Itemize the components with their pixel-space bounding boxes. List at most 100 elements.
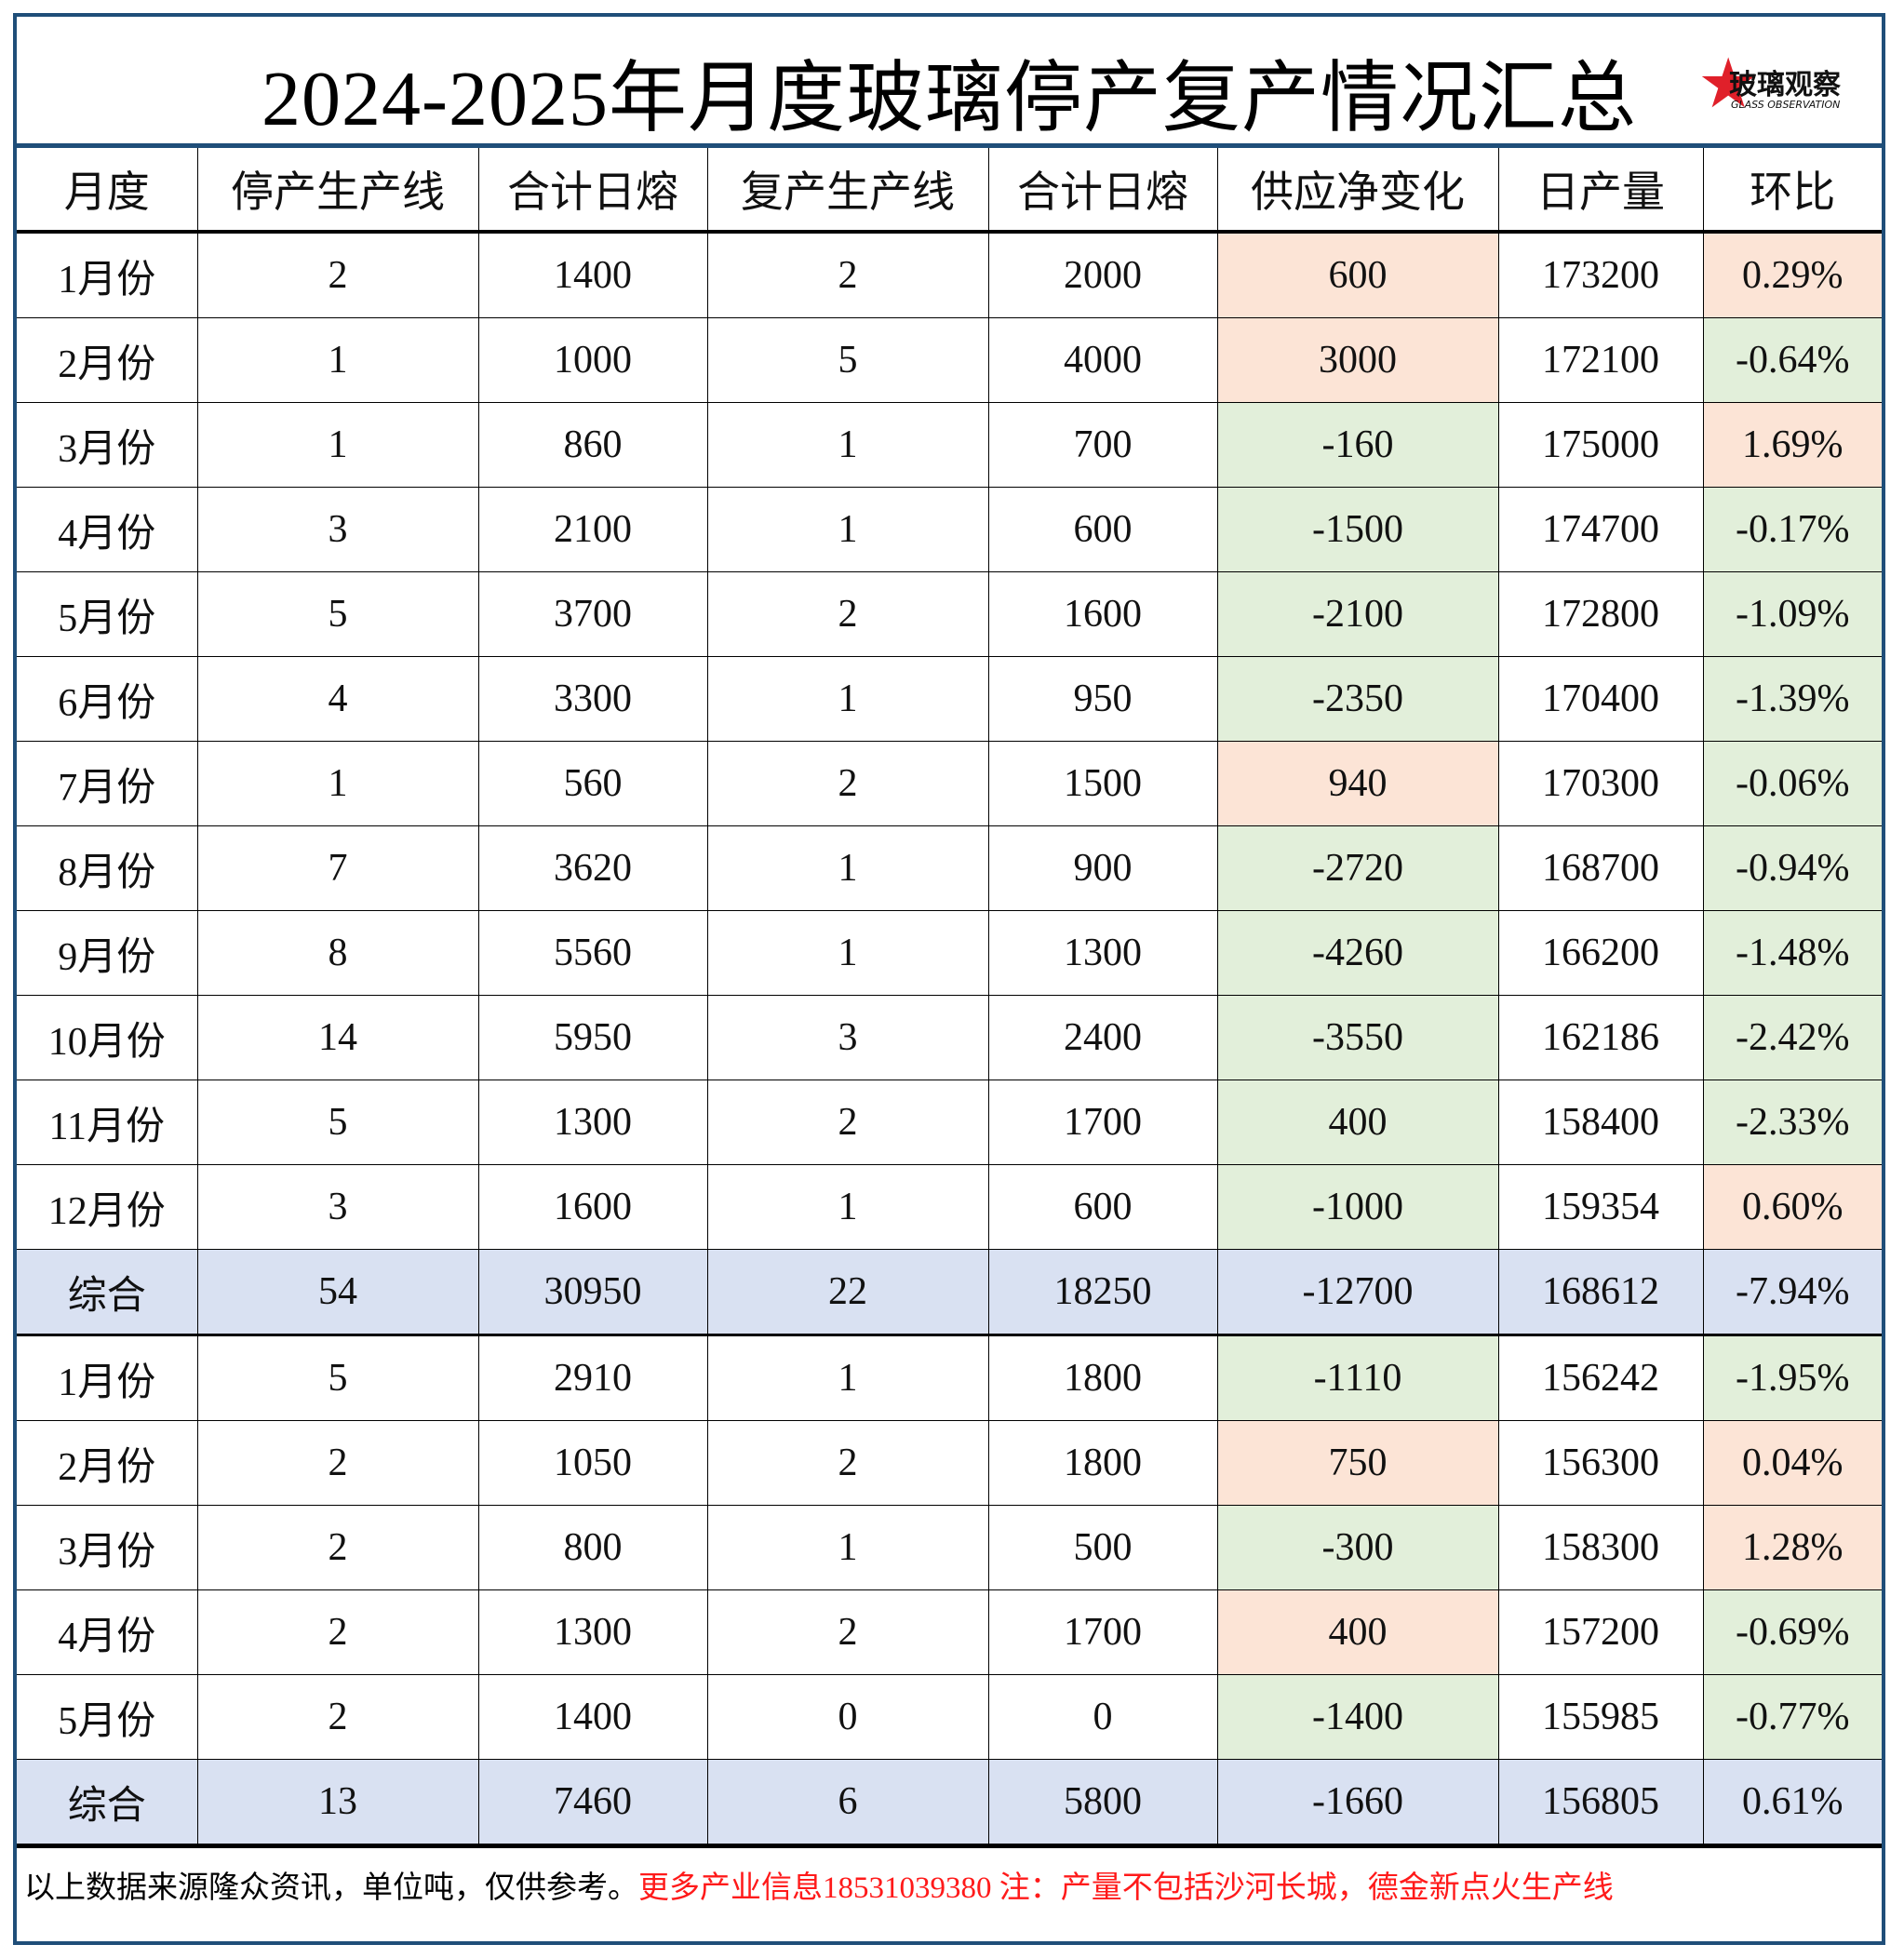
- header-month: 月度: [17, 148, 198, 234]
- table-row: 10月份 14 5950 3 2400 -3550 162186 -2.42%: [17, 995, 1882, 1080]
- cell-resumed-lines: 0: [706, 1674, 989, 1760]
- cell-halted-capacity: 30950: [477, 1249, 708, 1335]
- table-row: 1月份 5 2910 1 1800 -1110 156242 -1.95%: [17, 1334, 1882, 1421]
- table-body: 1月份 2 1400 2 2000 600 173200 0.29% 2月份 1 1000 5 4000…: [17, 231, 1882, 1845]
- cell-halted-capacity: 3620: [477, 825, 708, 911]
- cell-resumed-lines: 1: [706, 825, 989, 911]
- cell-halted-capacity: 5560: [477, 910, 708, 996]
- cell-daily-output: 155985: [1497, 1674, 1704, 1760]
- cell-daily-output: 162186: [1497, 995, 1704, 1080]
- cell-mom-change: -0.77%: [1702, 1674, 1882, 1760]
- cell-mom-change: -0.06%: [1702, 741, 1882, 826]
- cell-mom-change: -7.94%: [1702, 1249, 1882, 1335]
- cell-resumed-lines: 6: [706, 1759, 989, 1845]
- cell-resumed-capacity: 1800: [987, 1420, 1218, 1506]
- contact-note: 更多产业信息18531039380 注：产量不包括沙河长城，德金新点火生产线: [638, 1871, 1614, 1905]
- cell-halted-capacity: 1400: [477, 231, 708, 318]
- red-star-icon: ★: [1697, 47, 1760, 123]
- cell-halted-lines: 2: [196, 1420, 479, 1506]
- cell-resumed-capacity: 1700: [987, 1080, 1218, 1165]
- cell-resumed-lines: 2: [706, 231, 989, 318]
- cell-resumed-lines: 1: [706, 1334, 989, 1421]
- cell-halted-lines: 3: [196, 1164, 479, 1250]
- logo-text-en: GLASS OBSERVATION: [1731, 99, 1841, 111]
- cell-net-supply-change: -2350: [1216, 656, 1499, 742]
- title-row: 2024-2025年月度玻璃停产复产情况汇总 ★ 玻璃观察 GLASS OBSE…: [17, 17, 1882, 148]
- table-row: 3月份 2 800 1 500 -300 158300 1.28%: [17, 1505, 1882, 1590]
- cell-mom-change: -0.94%: [1702, 825, 1882, 911]
- cell-net-supply-change: 940: [1216, 741, 1499, 826]
- cell-daily-output: 156300: [1497, 1420, 1704, 1506]
- cell-month: 综合: [17, 1759, 198, 1845]
- cell-daily-output: 157200: [1497, 1589, 1704, 1675]
- cell-mom-change: -1.48%: [1702, 910, 1882, 996]
- cell-resumed-capacity: 700: [987, 402, 1218, 488]
- cell-daily-output: 159354: [1497, 1164, 1704, 1250]
- cell-mom-change: 1.69%: [1702, 402, 1882, 488]
- cell-net-supply-change: -2720: [1216, 825, 1499, 911]
- cell-mom-change: -0.64%: [1702, 317, 1882, 403]
- cell-net-supply-change: -4260: [1216, 910, 1499, 996]
- cell-resumed-lines: 2: [706, 1080, 989, 1165]
- cell-daily-output: 172800: [1497, 571, 1704, 657]
- cell-resumed-lines: 22: [706, 1249, 989, 1335]
- cell-daily-output: 156805: [1497, 1759, 1704, 1845]
- cell-net-supply-change: -1000: [1216, 1164, 1499, 1250]
- cell-net-supply-change: 600: [1216, 231, 1499, 318]
- cell-month: 5月份: [17, 1674, 198, 1760]
- table-row: 3月份 1 860 1 700 -160 175000 1.69%: [17, 402, 1882, 488]
- cell-resumed-lines: 2: [706, 741, 989, 826]
- cell-resumed-lines: 1: [706, 402, 989, 488]
- cell-month: 3月份: [17, 402, 198, 488]
- cell-resumed-capacity: 0: [987, 1674, 1218, 1760]
- cell-resumed-lines: 1: [706, 487, 989, 572]
- cell-halted-capacity: 860: [477, 402, 708, 488]
- cell-daily-output: 168612: [1497, 1249, 1704, 1335]
- cell-halted-lines: 2: [196, 231, 479, 318]
- cell-daily-output: 158300: [1497, 1505, 1704, 1590]
- cell-net-supply-change: -1660: [1216, 1759, 1499, 1845]
- cell-net-supply-change: -1500: [1216, 487, 1499, 572]
- cell-month: 5月份: [17, 571, 198, 657]
- table-header-row: 月度 停产生产线 合计日熔 复产生产线 合计日熔 供应净变化 日产量 环比: [17, 148, 1882, 234]
- cell-resumed-capacity: 900: [987, 825, 1218, 911]
- cell-net-supply-change: -12700: [1216, 1249, 1499, 1335]
- cell-net-supply-change: 400: [1216, 1080, 1499, 1165]
- cell-daily-output: 173200: [1497, 231, 1704, 318]
- cell-resumed-capacity: 18250: [987, 1249, 1218, 1335]
- cell-daily-output: 174700: [1497, 487, 1704, 572]
- cell-resumed-capacity: 5800: [987, 1759, 1218, 1845]
- cell-mom-change: 1.28%: [1702, 1505, 1882, 1590]
- cell-net-supply-change: -1110: [1216, 1334, 1499, 1421]
- cell-month: 4月份: [17, 487, 198, 572]
- header-mom-change: 环比: [1702, 148, 1882, 234]
- cell-halted-capacity: 1600: [477, 1164, 708, 1250]
- cell-halted-capacity: 3300: [477, 656, 708, 742]
- cell-mom-change: 0.29%: [1702, 231, 1882, 318]
- cell-mom-change: -1.95%: [1702, 1334, 1882, 1421]
- cell-halted-lines: 14: [196, 995, 479, 1080]
- cell-month: 4月份: [17, 1589, 198, 1675]
- cell-month: 3月份: [17, 1505, 198, 1590]
- cell-halted-lines: 13: [196, 1759, 479, 1845]
- cell-resumed-lines: 3: [706, 995, 989, 1080]
- cell-halted-lines: 4: [196, 656, 479, 742]
- cell-resumed-capacity: 950: [987, 656, 1218, 742]
- cell-mom-change: -2.33%: [1702, 1080, 1882, 1165]
- cell-daily-output: 168700: [1497, 825, 1704, 911]
- table-row: 5月份 2 1400 0 0 -1400 155985 -0.77%: [17, 1674, 1882, 1760]
- cell-resumed-capacity: 600: [987, 487, 1218, 572]
- cell-resumed-lines: 2: [706, 1589, 989, 1675]
- cell-month: 2月份: [17, 1420, 198, 1506]
- table-row: 4月份 3 2100 1 600 -1500 174700 -0.17%: [17, 487, 1882, 572]
- table-row: 4月份 2 1300 2 1700 400 157200 -0.69%: [17, 1589, 1882, 1675]
- cell-halted-lines: 5: [196, 1080, 479, 1165]
- cell-halted-lines: 1: [196, 317, 479, 403]
- cell-month: 1月份: [17, 1334, 198, 1421]
- cell-halted-lines: 7: [196, 825, 479, 911]
- report-frame: 2024-2025年月度玻璃停产复产情况汇总 ★ 玻璃观察 GLASS OBSE…: [13, 13, 1885, 1945]
- cell-month: 2月份: [17, 317, 198, 403]
- cell-resumed-capacity: 500: [987, 1505, 1218, 1590]
- cell-month: 6月份: [17, 656, 198, 742]
- table-row: 11月份 5 1300 2 1700 400 158400 -2.33%: [17, 1080, 1882, 1165]
